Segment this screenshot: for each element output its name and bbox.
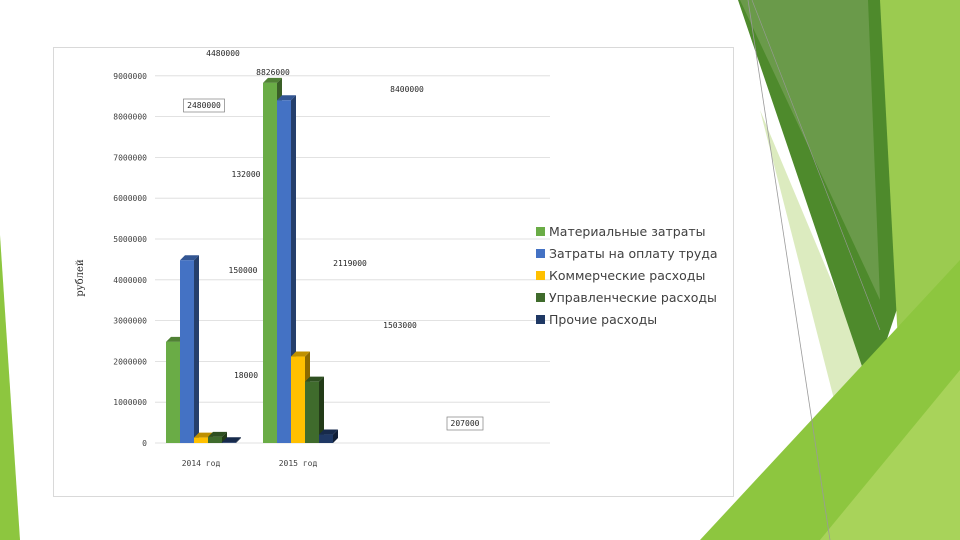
bar-top bbox=[194, 432, 213, 438]
bar bbox=[263, 82, 277, 443]
bar bbox=[208, 436, 222, 443]
legend-label: Затраты на оплату труда bbox=[549, 245, 718, 261]
legend-swatch bbox=[536, 292, 545, 302]
bar-top bbox=[291, 351, 310, 357]
bar bbox=[291, 356, 305, 443]
data-label: 18000 bbox=[234, 371, 258, 380]
y-axis-title: рублей bbox=[75, 259, 86, 297]
data-label: 2480000 bbox=[187, 101, 221, 110]
legend-item: Прочие расходы bbox=[536, 308, 718, 330]
legend-swatch bbox=[536, 270, 545, 280]
y-tick-label: 6000000 bbox=[113, 194, 147, 203]
data-label-box bbox=[446, 416, 484, 431]
data-label: 4480000 bbox=[206, 49, 240, 58]
legend-swatch bbox=[536, 314, 545, 324]
data-label: 8400000 bbox=[390, 85, 424, 94]
bar bbox=[166, 341, 180, 443]
y-tick-label: 4000000 bbox=[113, 276, 147, 285]
legend-label: Материальные затраты bbox=[549, 223, 706, 239]
legend-item: Материальные затраты bbox=[536, 220, 718, 242]
chart-legend: Материальные затраты Затраты на оплату т… bbox=[536, 220, 718, 330]
y-tick-label: 7000000 bbox=[113, 153, 147, 162]
y-tick-label: 5000000 bbox=[113, 235, 147, 244]
bar-top bbox=[305, 376, 324, 382]
x-category-label: 2015 год bbox=[279, 459, 318, 468]
legend-label: Прочие расходы bbox=[549, 311, 658, 327]
legend-label: Коммерческие расходы bbox=[549, 267, 706, 283]
decor-shape-left-triangle bbox=[0, 235, 20, 540]
x-category-label: 2014 год bbox=[182, 459, 221, 468]
bar-side bbox=[319, 376, 324, 443]
y-tick-label: 1000000 bbox=[113, 398, 147, 407]
y-tick-label: 8000000 bbox=[113, 113, 147, 122]
decor-shape-bottom-soft bbox=[820, 370, 960, 540]
data-label: 1503000 bbox=[383, 321, 417, 330]
data-label: 207000 bbox=[451, 419, 480, 428]
data-label: 132000 bbox=[232, 170, 261, 179]
bar-side bbox=[333, 429, 338, 443]
legend-label: Управленческие расходы bbox=[549, 289, 717, 305]
data-label: 8826000 bbox=[256, 68, 290, 77]
bar-top bbox=[263, 77, 282, 83]
y-tick-label: 3000000 bbox=[113, 317, 147, 326]
y-tick-label: 0 bbox=[142, 439, 147, 448]
bar-top bbox=[319, 429, 338, 435]
data-label: 150000 bbox=[229, 266, 258, 275]
bar-side bbox=[194, 255, 199, 443]
bar-side bbox=[222, 431, 227, 443]
bar bbox=[305, 381, 319, 443]
decor-line bbox=[751, 0, 881, 331]
bar bbox=[277, 100, 291, 443]
y-tick-label: 2000000 bbox=[113, 357, 147, 366]
bar-side bbox=[236, 437, 241, 443]
legend-item: Управленческие расходы bbox=[536, 286, 718, 308]
legend-swatch bbox=[536, 248, 545, 258]
bar bbox=[319, 434, 333, 443]
bar bbox=[180, 260, 194, 443]
bar-top bbox=[208, 431, 227, 437]
bar-top bbox=[180, 255, 199, 261]
decor-line bbox=[747, 0, 831, 540]
y-tick-label: 9000000 bbox=[113, 72, 147, 81]
legend-swatch bbox=[536, 226, 545, 236]
bar-top bbox=[222, 437, 241, 443]
bar bbox=[194, 437, 208, 443]
data-label-box bbox=[183, 98, 225, 113]
bar bbox=[222, 442, 236, 443]
legend-item: Затраты на оплату труда bbox=[536, 242, 718, 264]
data-label: 2119000 bbox=[333, 259, 367, 268]
legend-item: Коммерческие расходы bbox=[536, 264, 718, 286]
bar-top bbox=[277, 95, 296, 101]
